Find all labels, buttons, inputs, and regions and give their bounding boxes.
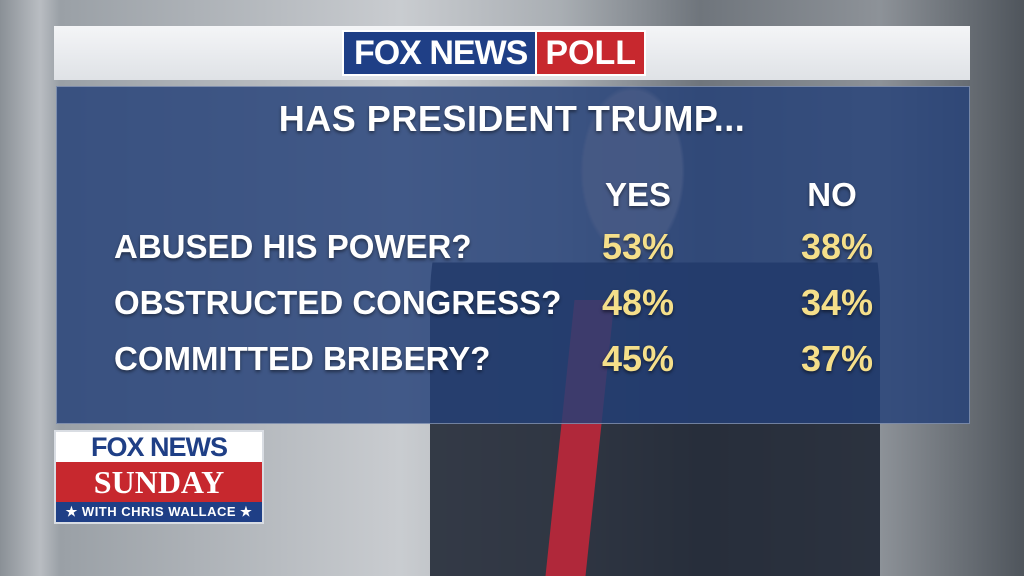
fox-news-sunday-logo: FOX NEWS SUNDAY ★ WITH CHRIS WALLACE ★ bbox=[54, 430, 264, 524]
value-no-committed-bribery: 37% bbox=[800, 338, 874, 379]
row-label-obstructed-congress: OBSTRUCTED CONGRESS? bbox=[114, 284, 562, 321]
value-yes-abused-power: 53% bbox=[601, 226, 675, 267]
poll-panel bbox=[56, 86, 970, 424]
logo-brand: FOX NEWS bbox=[342, 30, 538, 76]
value-no-abused-power: 38% bbox=[800, 226, 874, 267]
row-label-committed-bribery: COMMITTED BRIBERY? bbox=[114, 340, 491, 377]
value-yes-obstructed-congress: 48% bbox=[601, 282, 675, 323]
column-header-yes: YES bbox=[604, 176, 672, 213]
show-logo-brand: FOX NEWS bbox=[56, 432, 262, 462]
column-header-no: NO bbox=[807, 176, 857, 213]
value-yes-committed-bribery: 45% bbox=[601, 338, 675, 379]
logo-tag: POLL bbox=[537, 30, 647, 76]
poll-question: HAS PRESIDENT TRUMP... bbox=[278, 98, 746, 139]
show-logo-title: SUNDAY bbox=[56, 462, 262, 502]
show-logo-host: ★ WITH CHRIS WALLACE ★ bbox=[56, 502, 262, 522]
row-label-abused-power: ABUSED HIS POWER? bbox=[114, 228, 472, 265]
fox-news-poll-logo: FOX NEWS POLL bbox=[342, 30, 647, 76]
value-no-obstructed-congress: 34% bbox=[800, 282, 874, 323]
